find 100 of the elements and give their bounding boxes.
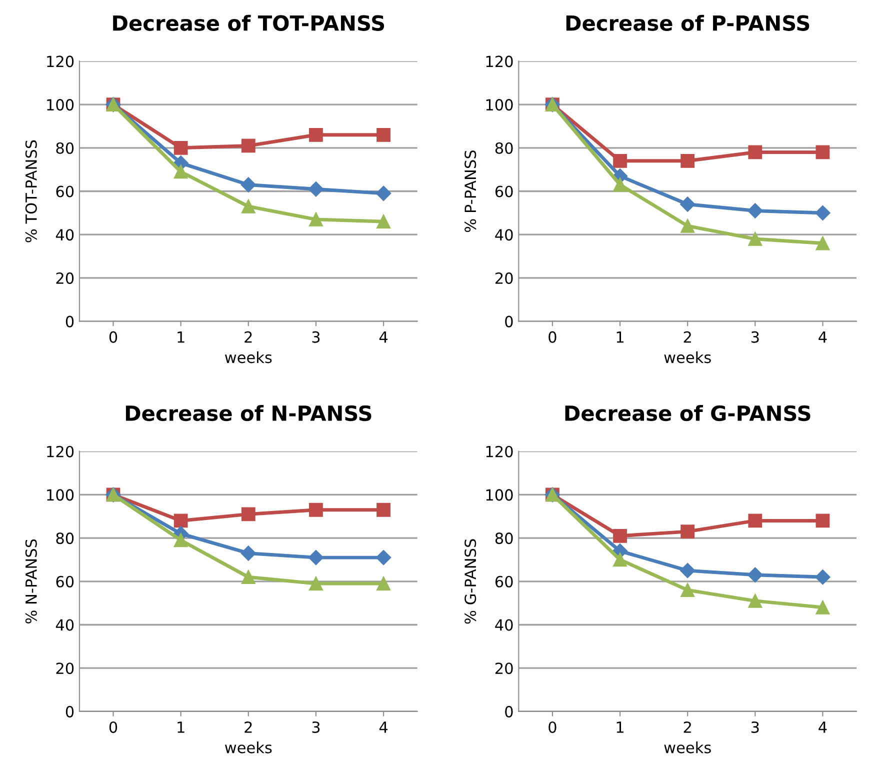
chart-title: Decrease of TOT-PANSS (113, 14, 384, 31)
y-tick-label: 20 (56, 272, 74, 284)
y-tick-label: 40 (56, 619, 74, 631)
point (376, 550, 392, 566)
point (241, 507, 256, 522)
y-tick-label: 40 (495, 619, 513, 631)
y-axis-title: % P-PANSS (464, 150, 476, 232)
y-tick-label: 80 (56, 532, 74, 544)
point (816, 236, 830, 250)
point (680, 154, 695, 168)
point (308, 550, 324, 566)
point (174, 533, 188, 548)
x-tick-label: 3 (751, 721, 759, 733)
point (174, 514, 188, 528)
point (748, 203, 763, 218)
x-axis-title: weeks (664, 351, 711, 364)
y-tick-label: 60 (495, 576, 513, 588)
y-tick-label: 60 (56, 186, 74, 198)
x-tick-label: 0 (109, 721, 118, 733)
y-tick-label: 0 (505, 316, 513, 328)
y-tick-label: 40 (56, 229, 74, 241)
x-tick-label: 1 (178, 722, 184, 733)
y-tick-label: 100 (486, 489, 513, 501)
point (680, 562, 696, 578)
x-axis-title: weeks (664, 742, 711, 754)
y-axis-title: % TOT-PANSS (25, 140, 37, 242)
y-tick-label: 20 (495, 272, 513, 284)
point (174, 140, 188, 155)
point (376, 214, 390, 229)
point (613, 178, 627, 192)
y-tick-label: 80 (495, 142, 513, 154)
x-tick-label: 2 (684, 331, 691, 343)
y-tick-label: 80 (495, 532, 513, 544)
point (613, 528, 627, 543)
point (816, 145, 830, 160)
y-tick-label: 120 (47, 56, 74, 68)
y-tick-label: 80 (56, 142, 74, 154)
x-tick-label: 3 (751, 331, 759, 343)
point (680, 524, 695, 538)
x-tick-label: 2 (684, 721, 691, 733)
x-tick-label: 1 (616, 722, 624, 733)
chart-title: Decrease of P-PANSS (566, 14, 810, 31)
point (748, 514, 762, 528)
y-tick-label: 0 (66, 706, 74, 718)
chart-title: Decrease of G-PANSS (565, 404, 810, 422)
x-tick-label: 2 (244, 721, 252, 733)
point (680, 583, 695, 598)
point (815, 205, 830, 220)
point (309, 576, 323, 591)
x-tick-label: 0 (109, 331, 118, 343)
point (816, 514, 830, 528)
chart-title: Decrease of N-PANSS (126, 404, 372, 422)
point (174, 164, 188, 179)
y-axis-title: % N-PANSS (25, 539, 37, 624)
point (309, 212, 323, 226)
point (815, 569, 830, 585)
point (240, 177, 256, 192)
point (613, 552, 627, 567)
x-tick-label: 1 (616, 331, 624, 343)
y-axis-title: % G-PANSS (464, 539, 476, 624)
y-tick-label: 100 (486, 99, 513, 111)
point (241, 570, 256, 584)
y-tick-label: 40 (495, 229, 513, 241)
x-tick-label: 4 (818, 722, 827, 733)
point (680, 196, 696, 212)
x-tick-label: 0 (548, 721, 556, 733)
y-tick-label: 100 (47, 489, 74, 501)
x-tick-label: 3 (312, 721, 320, 733)
y-tick-label: 120 (486, 446, 513, 458)
y-tick-label: 120 (486, 56, 513, 68)
point (376, 502, 390, 517)
y-tick-label: 120 (47, 446, 74, 458)
point (376, 576, 390, 591)
point (748, 594, 762, 608)
point (816, 600, 830, 614)
point (309, 502, 323, 517)
y-tick-label: 60 (56, 576, 74, 588)
y-tick-label: 0 (505, 706, 513, 718)
point (748, 145, 762, 160)
y-tick-label: 60 (495, 186, 513, 198)
x-tick-label: 4 (379, 331, 388, 343)
x-tick-label: 0 (548, 331, 556, 343)
point (376, 186, 392, 201)
point (613, 154, 627, 168)
point (748, 567, 763, 582)
x-tick-label: 4 (818, 331, 827, 343)
y-tick-label: 20 (56, 662, 74, 674)
point (376, 128, 390, 142)
point (241, 199, 256, 214)
x-tick-label: 2 (244, 331, 252, 343)
x-tick-label: 1 (178, 331, 184, 343)
point (308, 182, 324, 197)
y-tick-label: 20 (495, 662, 513, 674)
point (748, 232, 762, 246)
point (240, 546, 256, 561)
point (241, 138, 256, 153)
x-axis-title: weeks (224, 351, 272, 364)
x-axis-title: weeks (224, 742, 272, 754)
y-tick-label: 0 (66, 316, 74, 328)
point (680, 218, 695, 233)
